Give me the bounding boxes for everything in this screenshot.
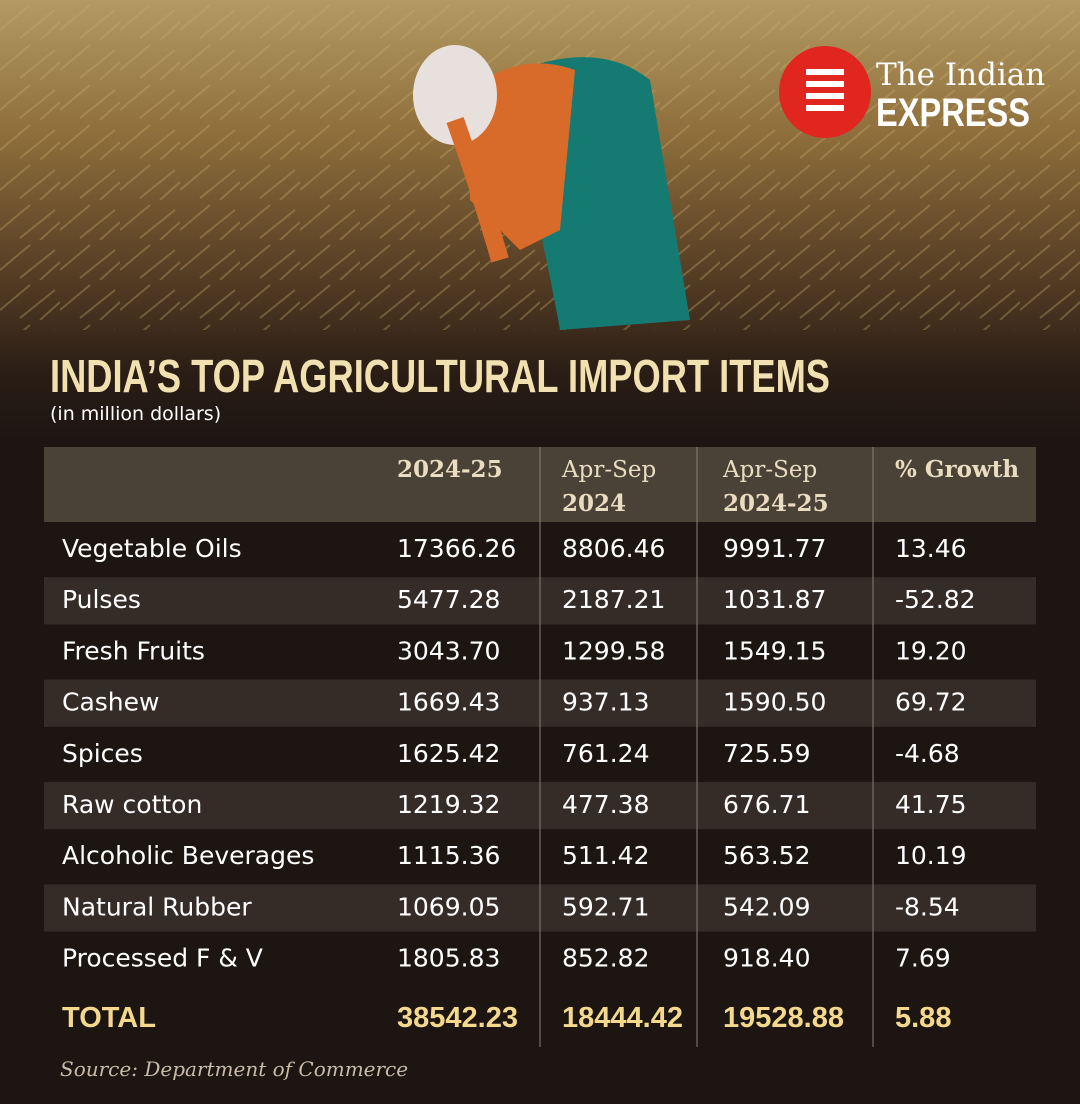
total-value: 38542.23 [397, 1002, 518, 1034]
column-header: 2024-25 [723, 490, 829, 517]
cell-value: 676.71 [723, 790, 810, 819]
column-header: Apr-Sep [722, 457, 817, 483]
total-label: TOTAL [62, 1002, 156, 1034]
cell-value: 918.40 [723, 944, 810, 973]
cell-value: -4.68 [895, 739, 960, 768]
row-label: Spices [62, 739, 143, 768]
total-value: 5.88 [895, 1002, 951, 1034]
cell-value: 1219.32 [397, 790, 500, 819]
cell-value: 17366.26 [397, 534, 516, 563]
cell-value: 69.72 [895, 688, 967, 717]
logo: The Indian EXPRESS [779, 46, 1045, 138]
row-label: Processed F & V [62, 944, 263, 973]
cell-value: 937.13 [562, 688, 649, 717]
row-label: Cashew [62, 688, 159, 717]
logo-mark [779, 46, 871, 138]
cell-value: 1069.05 [397, 892, 500, 921]
row-label: Natural Rubber [62, 892, 252, 921]
logo-stripes [806, 69, 844, 111]
logo-line2: EXPRESS [876, 91, 1030, 135]
cell-value: 9991.77 [723, 534, 826, 563]
column-header: % Growth [895, 456, 1019, 483]
row-label: Alcoholic Beverages [62, 841, 314, 870]
cell-value: 563.52 [723, 841, 810, 870]
total-value: 18444.42 [562, 1002, 683, 1034]
row-label: Pulses [62, 585, 141, 614]
cell-value: 1549.15 [723, 636, 826, 665]
cell-value: -8.54 [895, 892, 960, 921]
source: Source: Department of Commerce [60, 1057, 408, 1081]
column-header: 2024 [562, 490, 626, 517]
total-value: 19528.88 [723, 1002, 844, 1034]
cell-value: 542.09 [723, 892, 810, 921]
cell-value: 8806.46 [562, 534, 665, 563]
cell-value: 13.46 [895, 534, 967, 563]
photo-figure [413, 45, 690, 331]
cell-value: 41.75 [895, 790, 967, 819]
cell-value: -52.82 [895, 585, 976, 614]
cell-value: 1625.42 [397, 739, 500, 768]
cell-value: 511.42 [562, 841, 649, 870]
column-header: Apr-Sep [561, 457, 656, 483]
cell-value: 725.59 [723, 739, 810, 768]
cell-value: 7.69 [895, 944, 951, 973]
cell-value: 1805.83 [397, 944, 500, 973]
cell-value: 3043.70 [397, 636, 500, 665]
cell-value: 19.20 [895, 636, 967, 665]
cell-value: 1299.58 [562, 636, 665, 665]
cell-value: 2187.21 [562, 585, 665, 614]
subtitle: (in million dollars) [50, 403, 221, 425]
logo-line1: The Indian [876, 57, 1045, 93]
cell-value: 5477.28 [397, 585, 500, 614]
cell-value: 10.19 [895, 841, 967, 870]
column-header: 2024-25 [397, 456, 503, 483]
cell-value: 592.71 [562, 892, 649, 921]
cell-value: 852.82 [562, 944, 649, 973]
title: INDIA’S TOP AGRICULTURAL IMPORT ITEMS [50, 350, 830, 402]
cell-value: 1669.43 [397, 688, 500, 717]
row-label: Vegetable Oils [62, 534, 242, 563]
row-label: Fresh Fruits [62, 636, 205, 665]
table: 2024-25 Apr-Sep 2024 Apr-Sep 2024-25 % Growth… [44, 447, 1036, 1047]
cell-value: 761.24 [562, 739, 649, 768]
row-label: Raw cotton [62, 790, 202, 819]
cell-value: 1031.87 [723, 585, 826, 614]
cell-value: 1590.50 [723, 688, 826, 717]
cell-value: 477.38 [562, 790, 649, 819]
cell-value: 1115.36 [397, 841, 500, 870]
